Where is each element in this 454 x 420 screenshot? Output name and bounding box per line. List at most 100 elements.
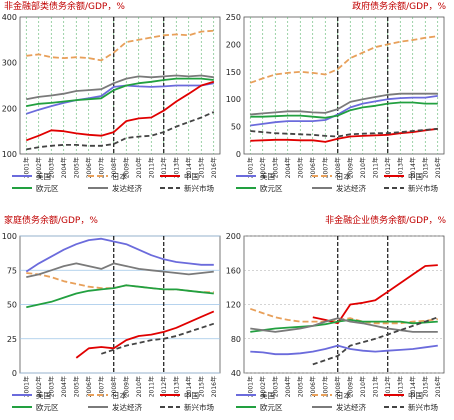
x-tick-label: 2010年: [359, 376, 367, 397]
series-line-6: [312, 316, 439, 366]
chart-title: 政府债务余额/GDP，%: [352, 0, 446, 12]
x-tick-label: 2003年: [271, 376, 279, 397]
series-line-1: [25, 237, 214, 273]
series-line-2: [26, 29, 214, 62]
x-tick-label: 2011年: [371, 376, 379, 397]
x-tick-label: 2005年: [296, 157, 304, 178]
x-tick-label: 2006年: [309, 157, 317, 178]
y-tick-label: 100: [226, 95, 241, 104]
x-tick-label: 2007年: [97, 376, 105, 397]
y-tick-label: 200: [226, 232, 241, 241]
x-tick-label: 2013年: [172, 376, 180, 397]
x-tick-label: 2002年: [35, 157, 43, 178]
x-tick-label: 2009年: [122, 376, 130, 397]
x-tick-label: 2012年: [384, 157, 392, 178]
y-tick-label: 0: [12, 369, 17, 378]
legend-label: 欧元区: [260, 402, 283, 412]
x-tick-label: 2012年: [384, 376, 392, 397]
x-tick-label: 2009年: [346, 376, 354, 397]
legend-label: 欧元区: [260, 183, 283, 193]
series-line-3: [75, 310, 215, 359]
legend-label: 欧元区: [36, 183, 59, 193]
y-tick-label: 0: [236, 150, 241, 159]
legend-label: 新兴市场: [184, 402, 214, 412]
x-tick-label: 2009年: [346, 157, 354, 178]
legend-label: 中国: [184, 390, 199, 400]
x-tick-label: 2008年: [334, 157, 342, 178]
y-tick-label: 400: [2, 13, 17, 22]
x-tick-label: 2012年: [160, 157, 168, 178]
legend-label: 美国: [260, 390, 275, 400]
series-line-3: [25, 80, 215, 142]
x-tick-label: 2014年: [409, 376, 417, 397]
y-tick-label: 100: [2, 232, 17, 241]
x-tick-label: 2002年: [35, 376, 43, 397]
y-tick-label: 150: [226, 68, 241, 77]
x-tick-label: 2005年: [72, 376, 80, 397]
legend-label: 发达经济: [112, 183, 142, 193]
series-line-4: [250, 101, 438, 119]
x-tick-label: 2010年: [359, 157, 367, 178]
legend-label: 日本: [336, 390, 351, 400]
x-tick-label: 2005年: [296, 376, 304, 397]
legend-label: 发达经济: [336, 402, 366, 412]
series-line-1: [250, 95, 438, 127]
x-tick-label: 2010年: [135, 157, 143, 178]
x-tick-label: 2006年: [85, 376, 93, 397]
x-tick-label: 2016年: [210, 376, 218, 397]
chart-panel-4: 非金融企业债务余额/GDP，% 40 80 120 160 200 2001年 2002年 20…: [226, 214, 447, 412]
legend-label: 美国: [260, 171, 275, 181]
y-tick-label: 50: [7, 301, 17, 310]
series-line-5: [26, 74, 214, 101]
x-tick-label: 2003年: [47, 157, 55, 178]
x-tick-label: 2008年: [110, 376, 118, 397]
x-tick-label: 2009年: [122, 157, 130, 178]
legend-label: 美国: [36, 390, 51, 400]
x-tick-label: 2014年: [185, 376, 193, 397]
x-tick-label: 2004年: [60, 376, 68, 397]
x-tick-label: 2012年: [160, 376, 168, 397]
series-line-1: [250, 344, 438, 356]
x-tick-label: 2001年: [22, 157, 30, 178]
series-line-5: [250, 92, 438, 116]
legend-label: 欧元区: [36, 402, 59, 412]
legend-label: 中国: [408, 171, 423, 181]
x-tick-label: 2007年: [97, 157, 105, 178]
y-tick-label: 200: [2, 104, 17, 113]
chart-panel-1: 非金融部类债务余额/GDP，% 100 200 300 400 2001年 2002年 200…: [2, 0, 221, 193]
y-tick-label: 120: [226, 301, 241, 310]
chart-title: 非金融企业债务余额/GDP，%: [325, 214, 446, 226]
legend-label: 日本: [336, 171, 351, 181]
x-tick-label: 2004年: [284, 157, 292, 178]
x-tick-label: 2006年: [309, 376, 317, 397]
x-tick-label: 2003年: [271, 157, 279, 178]
x-tick-label: 2016年: [434, 157, 442, 178]
series-line-6: [26, 111, 215, 151]
legend-label: 新兴市场: [408, 402, 438, 412]
x-tick-label: 2002年: [259, 376, 267, 397]
x-tick-label: 2015年: [197, 376, 205, 397]
legend-label: 新兴市场: [184, 183, 214, 193]
x-tick-label: 2010年: [135, 376, 143, 397]
x-tick-label: 2008年: [334, 376, 342, 397]
chart-title: 家庭债务余额/GDP，%: [4, 214, 98, 226]
x-tick-label: 2006年: [85, 157, 93, 178]
x-tick-label: 2013年: [396, 157, 404, 178]
y-tick-label: 75: [7, 266, 17, 275]
y-tick-label: 40: [231, 369, 241, 378]
chart-title: 非金融部类债务余额/GDP，%: [4, 0, 125, 12]
x-tick-label: 2004年: [284, 376, 292, 397]
y-tick-label: 250: [226, 13, 241, 22]
x-tick-label: 2013年: [396, 376, 404, 397]
x-tick-label: 2013年: [172, 157, 180, 178]
x-tick-label: 2014年: [185, 157, 193, 178]
legend-label: 日本: [112, 390, 127, 400]
x-tick-label: 2007年: [321, 376, 329, 397]
x-tick-label: 2004年: [60, 157, 68, 178]
x-tick-label: 2011年: [147, 376, 155, 397]
x-tick-label: 2001年: [246, 157, 254, 178]
x-tick-label: 2001年: [22, 376, 30, 397]
x-tick-label: 2005年: [72, 157, 80, 178]
chart-panel-2: 政府债务余额/GDP，% 0 50 100 150 200 250 2001年 2002年 200…: [226, 0, 447, 193]
legend-label: 发达经济: [112, 402, 142, 412]
